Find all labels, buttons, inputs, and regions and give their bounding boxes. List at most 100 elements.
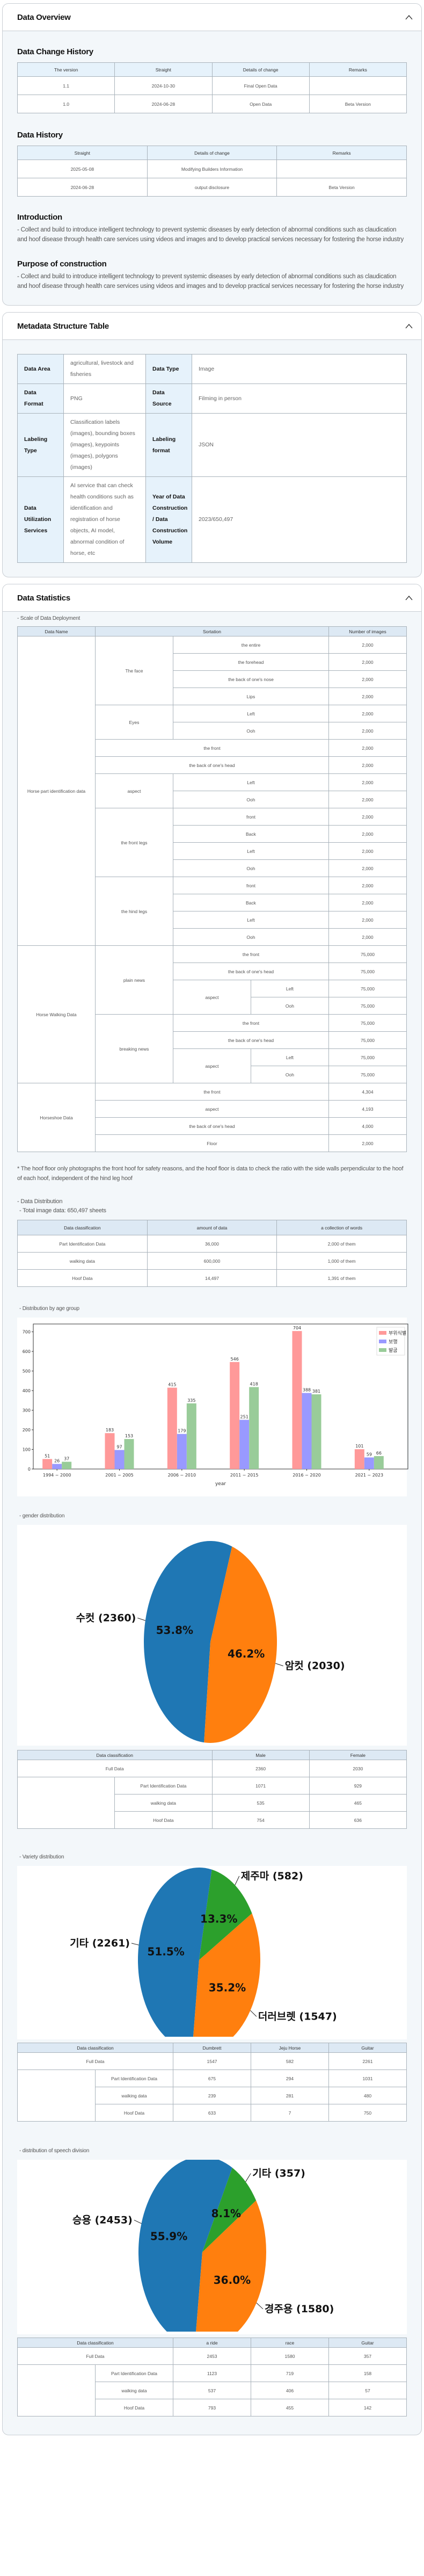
x-tick-label: 2001 ~ 2005	[105, 1473, 134, 1478]
table-cell: walking data	[94, 2382, 174, 2399]
table-cell: Beta Version	[276, 178, 407, 197]
age-chart: 0 100 200 300 400 500 600 700 1994 ~ 2000 51 26 37 2…	[17, 1318, 408, 1496]
use-label: - distribution of speech division	[19, 2148, 90, 2154]
table-cell: 1031	[328, 2070, 407, 2087]
count-cell: 2,000	[328, 911, 407, 929]
table-row: walking data 537 406 57	[18, 2382, 407, 2399]
chevron-up-icon[interactable]	[405, 594, 413, 602]
table-cell: 465	[309, 1794, 407, 1812]
column-header: a collection of words	[276, 1220, 407, 1235]
table-cell: 158	[328, 2364, 407, 2382]
field-value: agricultural, livestock and fisheries	[63, 354, 146, 384]
table-row: Horse part identification data The face …	[17, 636, 407, 946]
bar	[105, 1433, 115, 1469]
sortation-cell: aspect	[94, 1100, 329, 1118]
table-cell: walking data	[114, 1794, 213, 1812]
table-cell: 142	[328, 2399, 407, 2416]
table-row: Back 2,000	[18, 894, 407, 911]
bar-value-label: 388	[303, 1387, 311, 1392]
count-cell: 75,000	[328, 1066, 407, 1083]
bar-value-label: 51	[45, 1453, 50, 1458]
table-cell	[17, 2364, 96, 2416]
scale-table: Data Name Sortation Number of images Hor…	[17, 626, 407, 1152]
field-label: Labeling format	[145, 413, 192, 477]
table-cell: 600,000	[147, 1252, 277, 1270]
table-cell: 1.0	[17, 95, 115, 113]
field-value: Image	[192, 354, 407, 384]
group-cell: Eyes	[94, 705, 173, 740]
bar-value-label: 704	[293, 1326, 301, 1330]
sortation-cell: the back of one's nose	[172, 670, 329, 688]
bar	[186, 1403, 196, 1469]
pie-slice	[192, 1913, 260, 2052]
table-cell: walking data	[94, 2087, 174, 2104]
chevron-up-icon[interactable]	[405, 13, 413, 21]
field-value: Classification labels (images), bounding…	[63, 413, 146, 477]
count-cell: 4,000	[328, 1117, 407, 1135]
table-cell: 582	[250, 2052, 329, 2070]
table-cell: 1580	[250, 2347, 329, 2365]
column-header: Guitar	[328, 2043, 407, 2053]
sortation-cell: Ooh	[172, 791, 329, 808]
metadata-header[interactable]: Metadata Structure Table	[3, 313, 421, 340]
table-cell: 1071	[211, 1777, 310, 1794]
table-row: Floor 2,000	[18, 1134, 407, 1152]
table-cell: Final Open Data	[211, 76, 310, 95]
table-cell: 1123	[173, 2364, 251, 2382]
x-tick-label: 2016 ~ 2020	[293, 1473, 321, 1478]
change-history-table: The version Straight Details of change R…	[17, 62, 407, 113]
bar-value-label: 37	[64, 1457, 69, 1461]
table-row: Full Data 1547 582 2261	[17, 2052, 407, 2070]
table-row: the front legs front 2,000	[18, 808, 407, 877]
column-header: Number of images	[328, 626, 407, 636]
bar	[302, 1393, 312, 1469]
count-cell: 75,000	[328, 963, 407, 980]
bar-value-label: 97	[116, 1445, 122, 1450]
pie-leader-line	[134, 2219, 142, 2224]
pie-slice-label: 암컷 (2030)	[285, 1660, 345, 1672]
bar-value-label: 415	[168, 1383, 176, 1387]
count-cell: 2,000	[328, 739, 407, 757]
table-cell: 281	[250, 2087, 329, 2104]
table-row: Horseshoe Data the front 4,304	[17, 1083, 407, 1152]
sortation-cell: the front	[94, 739, 329, 757]
table-row: Labeling Type Classification labels (ima…	[17, 413, 407, 477]
table-row: walking data 535 465	[18, 1794, 407, 1812]
column-header: Straight	[114, 62, 213, 77]
table-row: the back of one's head 4,000	[18, 1117, 407, 1135]
sortation-cell: Floor	[94, 1134, 329, 1152]
pie-slice-label: 기타 (2261)	[70, 1937, 130, 1949]
subgroup-cell: aspect	[172, 980, 251, 1015]
table-cell: 57	[328, 2382, 407, 2399]
column-header: The version	[17, 62, 115, 77]
field-label: Data Type	[145, 354, 192, 384]
sortation-cell: Left	[172, 705, 329, 722]
pie-leader-line	[275, 1663, 283, 1667]
chevron-up-icon[interactable]	[405, 322, 413, 330]
bar-value-label: 26	[54, 1459, 60, 1464]
pie-slice	[138, 2157, 232, 2347]
bar	[177, 1434, 187, 1469]
group-cell: plain news	[94, 945, 173, 1015]
table-cell: 675	[173, 2070, 251, 2087]
table-cell: 754	[211, 1811, 310, 1829]
count-cell: 2,000	[328, 670, 407, 688]
table-cell	[276, 160, 407, 178]
table-row: Ooh 2,000	[18, 928, 407, 946]
table-cell: 719	[250, 2364, 329, 2382]
sortation-cell: Left	[172, 773, 329, 791]
pie-leader-line	[256, 2303, 264, 2310]
count-cell: 4,304	[328, 1083, 407, 1101]
bar-value-label: 101	[355, 1444, 363, 1449]
sortation-cell: the front	[94, 1083, 329, 1101]
pie-percent-label: 55.9%	[150, 2230, 187, 2243]
data-overview-header[interactable]: Data Overview	[3, 4, 421, 31]
table-row: Hoof Data 14,497 1,391 of them	[17, 1269, 407, 1287]
column-header: Data classification	[17, 1750, 213, 1760]
table-cell	[17, 1777, 115, 1829]
data-history-table: Straight Details of change Remarks 2025-…	[17, 146, 407, 197]
gender-label: - gender distribution	[19, 1513, 65, 1519]
bar	[364, 1457, 374, 1469]
table-row: Ooh 75,000	[18, 997, 407, 1015]
data-statistics-header[interactable]: Data Statistics	[3, 584, 421, 612]
